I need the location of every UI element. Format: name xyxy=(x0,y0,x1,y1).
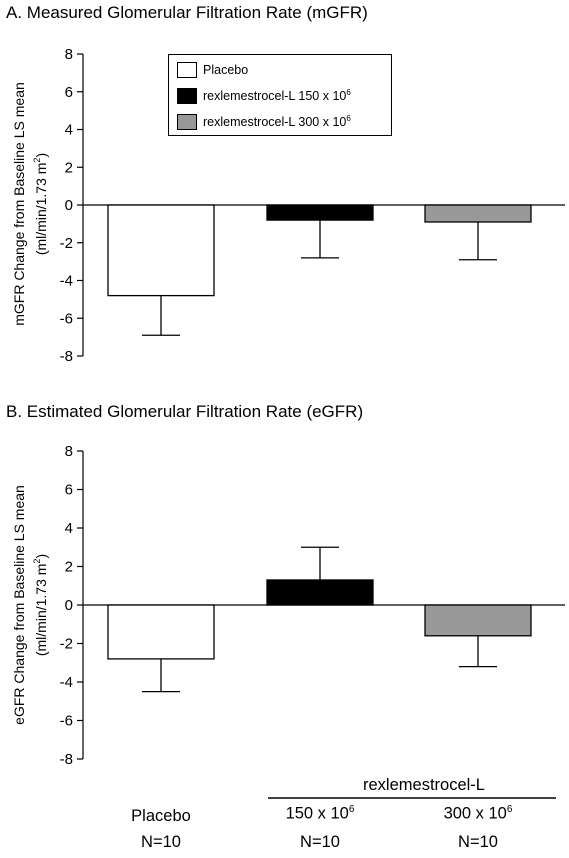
panel-a-legend: Placebo rexlemestrocel-L 150 x 106 rexle… xyxy=(168,54,392,136)
panel-a-bar-150 xyxy=(266,204,374,221)
panel-a-y-tick-label: 8 xyxy=(65,46,73,63)
panel-a-y-tick-label: -4 xyxy=(60,273,73,290)
panel-a-y-tick-label: 4 xyxy=(65,122,73,139)
panel-a-y-tick-label: 2 xyxy=(65,159,73,176)
panel-b-y-tick-label: -6 xyxy=(60,713,73,730)
panel-b-y-tick-label: -8 xyxy=(60,751,73,768)
legend-swatch-300 xyxy=(177,114,197,130)
legend-entry-placebo: Placebo xyxy=(177,60,248,80)
legend-label-150: rexlemestrocel-L 150 x 106 xyxy=(203,88,351,104)
legend-swatch-150 xyxy=(177,88,197,104)
panel-b-bar-150 xyxy=(266,579,374,606)
panel-a-y-tick-label: -2 xyxy=(60,235,73,252)
panel-b-y-tick-label: 8 xyxy=(65,443,73,460)
panel-b-y-tick-label: -2 xyxy=(60,636,73,653)
legend-label-placebo: Placebo xyxy=(203,63,249,77)
panel-b-y-tick-label: 4 xyxy=(65,520,73,537)
category-n-150: N=10 xyxy=(300,833,340,851)
panel-b-y-tick-label: -4 xyxy=(60,674,73,691)
panel-b-bar-300 xyxy=(424,604,532,637)
panel-b-y-tick-label: 0 xyxy=(65,597,73,614)
panel-a-bar-300 xyxy=(424,204,532,223)
panel-a-bar-placebo xyxy=(107,204,215,297)
category-n-placebo: N=10 xyxy=(141,833,181,851)
legend-entry-300: rexlemestrocel-L 300 x 106 xyxy=(177,112,351,132)
category-label-150: 150 x 106 xyxy=(285,804,355,823)
panel-a-y-tick-label: -6 xyxy=(60,310,73,327)
panel-a-title: A. Measured Glomerular Filtration Rate (… xyxy=(6,3,368,22)
panel-b-title: B. Estimated Glomerular Filtration Rate … xyxy=(6,402,364,421)
legend-label-300: rexlemestrocel-L 300 x 106 xyxy=(203,114,351,130)
category-label-placebo: Placebo xyxy=(131,807,191,825)
panel-b-y-tick-label: 2 xyxy=(65,559,73,576)
group-label-rexlemestrocel: rexlemestrocel-L xyxy=(363,776,485,794)
panel-a-y-tick-label: 6 xyxy=(65,84,73,101)
category-n-300: N=10 xyxy=(458,833,498,851)
panel-a-y-tick-label: 0 xyxy=(65,197,73,214)
legend-entry-150: rexlemestrocel-L 150 x 106 xyxy=(177,86,351,106)
category-label-300: 300 x 106 xyxy=(443,804,513,823)
legend-swatch-placebo xyxy=(177,62,197,78)
panel-b-y-tick-label: 6 xyxy=(65,482,73,499)
panel-a-y-tick-label: -8 xyxy=(60,348,73,365)
panel-b-bar-placebo xyxy=(107,604,215,660)
